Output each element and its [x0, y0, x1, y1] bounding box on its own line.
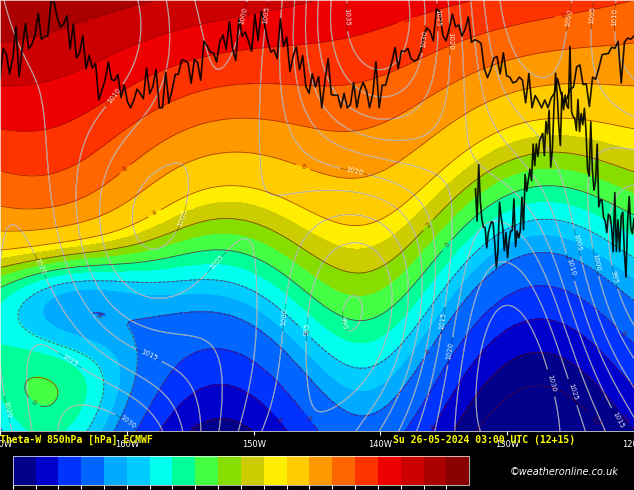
Text: 995: 995	[610, 270, 619, 285]
Text: -10: -10	[619, 412, 631, 424]
Text: -12: -12	[590, 415, 602, 427]
Text: 0: 0	[30, 399, 37, 407]
Text: Su 26-05-2024 03:00 UTC (12+15): Su 26-05-2024 03:00 UTC (12+15)	[393, 435, 575, 445]
Text: 1020: 1020	[446, 342, 455, 360]
Text: -8: -8	[273, 416, 283, 425]
Text: 1030: 1030	[420, 30, 428, 48]
Text: -4: -4	[96, 314, 103, 320]
Text: Theta-W 850hPa [hPa] ECMWF: Theta-W 850hPa [hPa] ECMWF	[0, 435, 153, 445]
Text: 1015: 1015	[439, 312, 448, 330]
Text: 12: 12	[402, 15, 412, 24]
Text: 1000: 1000	[176, 209, 188, 228]
Text: 1025: 1025	[567, 383, 578, 401]
Text: 1035: 1035	[343, 8, 349, 26]
Text: 1025: 1025	[61, 353, 79, 368]
Text: 995: 995	[304, 322, 310, 336]
Text: -8: -8	[430, 422, 438, 431]
Text: 1015: 1015	[139, 349, 158, 362]
Text: 1005: 1005	[262, 6, 270, 25]
Text: 1015: 1015	[611, 411, 624, 430]
Text: 1010: 1010	[565, 258, 576, 277]
Text: 1030: 1030	[546, 373, 557, 392]
Text: 1020: 1020	[3, 400, 12, 419]
Text: 8: 8	[122, 166, 129, 173]
Text: 1020: 1020	[447, 32, 453, 50]
Text: 16: 16	[79, 17, 89, 26]
Text: -6: -6	[619, 329, 628, 338]
Text: 0: 0	[444, 241, 451, 248]
Text: -6: -6	[304, 414, 313, 423]
Text: -2: -2	[301, 328, 310, 337]
Text: 1030: 1030	[118, 415, 136, 430]
Text: 1000: 1000	[565, 8, 574, 27]
Text: 6: 6	[300, 164, 306, 171]
Text: 1005: 1005	[209, 253, 225, 271]
Text: 1005: 1005	[588, 6, 596, 25]
Text: 14: 14	[241, 12, 251, 19]
Text: 990: 990	[339, 316, 348, 330]
Text: 1010: 1010	[611, 8, 618, 26]
Text: 1025: 1025	[434, 8, 441, 26]
Text: 4: 4	[152, 210, 158, 217]
Text: 1000: 1000	[280, 308, 288, 326]
Text: 2: 2	[425, 221, 432, 228]
Text: 1020: 1020	[34, 257, 47, 275]
Text: -10: -10	[189, 421, 202, 433]
Text: 1010: 1010	[345, 167, 363, 176]
Text: 1010: 1010	[107, 86, 122, 104]
Text: 1000: 1000	[591, 253, 600, 271]
Text: 10: 10	[559, 11, 569, 19]
Text: 1005: 1005	[573, 233, 582, 252]
Text: ©weatheronline.co.uk: ©weatheronline.co.uk	[510, 467, 619, 477]
Text: 1000: 1000	[239, 6, 249, 25]
Text: -4: -4	[424, 348, 433, 357]
